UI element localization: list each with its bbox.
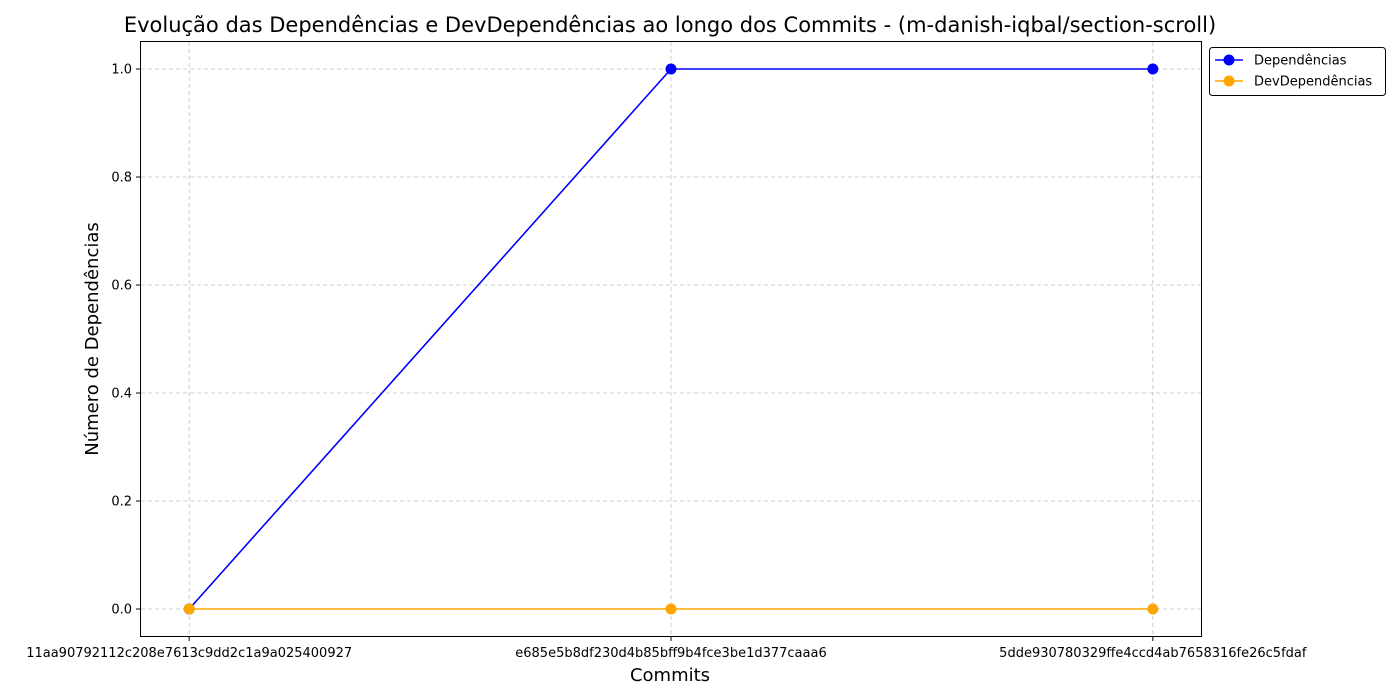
data-point-devdependencias <box>1147 603 1159 615</box>
legend-marker-devdependencias <box>1223 75 1235 87</box>
y-axis-ticks: 0.0 0.2 0.4 0.6 0.8 1.0 <box>111 63 141 618</box>
legend-label-devdependencias: DevDependências <box>1254 75 1372 90</box>
y-axis-label: Número de Dependências <box>82 222 103 456</box>
x-tick-label: 11aa90792112c208e7613c9dd2c1a9a025400927 <box>26 646 352 661</box>
legend: Dependências DevDependências <box>1209 47 1386 96</box>
y-tick-label: 0.4 <box>111 387 132 402</box>
x-tick-label: 5dde930780329ffe4ccd4ab7658316fe26c5fdaf <box>999 646 1307 661</box>
y-tick-label: 1.0 <box>111 63 132 78</box>
grid <box>141 42 1201 636</box>
y-tick-label: 0.2 <box>111 495 132 510</box>
series-layer <box>183 63 1159 615</box>
legend-marker-dependencias <box>1223 54 1235 66</box>
data-point-devdependencias <box>665 603 677 615</box>
y-tick-label: 0.0 <box>111 603 132 618</box>
x-axis-label: Commits <box>630 665 710 686</box>
y-tick-label: 0.6 <box>111 279 132 294</box>
legend-box <box>1209 47 1386 96</box>
data-point-dependencias <box>665 63 677 75</box>
data-point-dependencias <box>1147 63 1159 75</box>
legend-label-dependencias: Dependências <box>1254 54 1347 69</box>
y-tick-label: 0.8 <box>111 171 132 186</box>
x-tick-label: e685e5b8df230d4b85bff9b4fce3be1d377caaa6 <box>515 646 826 661</box>
data-point-devdependencias <box>183 603 195 615</box>
chart-title: Evolução das Dependências e DevDependênc… <box>124 13 1216 37</box>
x-axis-ticks: 11aa90792112c208e7613c9dd2c1a9a025400927… <box>26 636 1307 661</box>
